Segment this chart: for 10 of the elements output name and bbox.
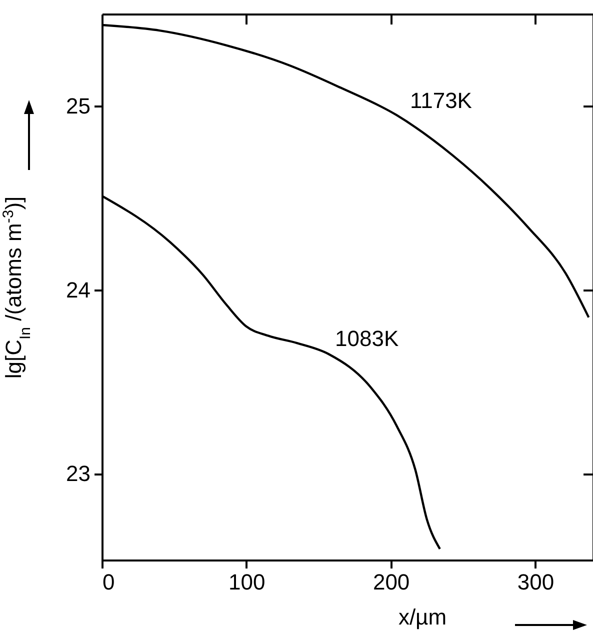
x-tick-label: 0 [102,570,115,594]
x-tick-label: 200 [372,570,410,594]
y-tick-label: 25 [66,93,90,118]
series-label: 1083K [335,326,399,352]
series-label: 1173K [410,88,472,114]
y-tick-label: 23 [66,461,90,486]
x-axis-title: x/µm [398,604,447,630]
x-tick-label: 100 [228,570,266,594]
y-tick-label: 24 [66,277,90,302]
x-tick-label: 300 [517,570,554,594]
